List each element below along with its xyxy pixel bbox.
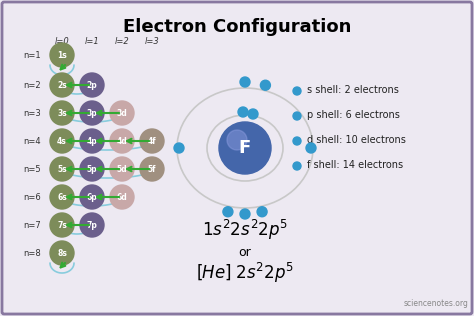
Circle shape bbox=[174, 143, 184, 153]
Circle shape bbox=[225, 128, 263, 166]
Circle shape bbox=[110, 101, 134, 125]
Text: n=8: n=8 bbox=[23, 248, 41, 258]
Circle shape bbox=[80, 213, 104, 237]
Circle shape bbox=[240, 209, 250, 219]
Text: n=7: n=7 bbox=[23, 221, 41, 229]
Circle shape bbox=[50, 241, 74, 265]
Circle shape bbox=[80, 157, 104, 181]
Circle shape bbox=[80, 73, 104, 97]
Circle shape bbox=[140, 129, 164, 153]
Circle shape bbox=[222, 125, 266, 169]
Circle shape bbox=[50, 157, 74, 181]
Circle shape bbox=[50, 129, 74, 153]
Text: 7s: 7s bbox=[57, 221, 67, 229]
Text: n=6: n=6 bbox=[23, 192, 41, 202]
Circle shape bbox=[293, 112, 301, 120]
Text: 5f: 5f bbox=[148, 165, 156, 173]
Circle shape bbox=[237, 141, 246, 149]
Text: $[He]\;2s^22p^5$: $[He]\;2s^22p^5$ bbox=[196, 261, 294, 285]
Text: 8s: 8s bbox=[57, 248, 67, 258]
Text: 1s: 1s bbox=[57, 51, 67, 59]
Circle shape bbox=[306, 143, 316, 153]
Circle shape bbox=[224, 127, 264, 168]
Text: 6d: 6d bbox=[117, 192, 128, 202]
Text: s shell: 2 electrons: s shell: 2 electrons bbox=[307, 85, 399, 95]
Circle shape bbox=[232, 135, 254, 157]
Text: p shell: 6 electrons: p shell: 6 electrons bbox=[307, 110, 400, 120]
Circle shape bbox=[240, 77, 250, 87]
Circle shape bbox=[248, 109, 258, 119]
FancyBboxPatch shape bbox=[2, 2, 472, 314]
Circle shape bbox=[110, 129, 134, 153]
Text: sciencenotes.org: sciencenotes.org bbox=[403, 299, 468, 308]
Text: l=1: l=1 bbox=[85, 38, 100, 46]
Text: 3s: 3s bbox=[57, 108, 67, 118]
Circle shape bbox=[226, 129, 262, 165]
Text: $1s^22s^22p^5$: $1s^22s^22p^5$ bbox=[202, 218, 288, 242]
Circle shape bbox=[220, 123, 269, 173]
Circle shape bbox=[239, 142, 244, 147]
Circle shape bbox=[293, 87, 301, 95]
Text: 4d: 4d bbox=[117, 137, 128, 145]
Text: 6s: 6s bbox=[57, 192, 67, 202]
Circle shape bbox=[257, 207, 267, 217]
Text: l=0: l=0 bbox=[55, 38, 69, 46]
Text: 5d: 5d bbox=[117, 165, 128, 173]
Circle shape bbox=[219, 122, 271, 174]
Circle shape bbox=[110, 185, 134, 209]
Circle shape bbox=[219, 122, 271, 174]
Circle shape bbox=[50, 101, 74, 125]
Circle shape bbox=[50, 213, 74, 237]
Text: 4s: 4s bbox=[57, 137, 67, 145]
Text: n=3: n=3 bbox=[23, 108, 41, 118]
Text: F: F bbox=[239, 139, 251, 157]
Text: 6p: 6p bbox=[87, 192, 97, 202]
Text: f shell: 14 electrons: f shell: 14 electrons bbox=[307, 160, 403, 170]
Circle shape bbox=[110, 157, 134, 181]
Circle shape bbox=[50, 43, 74, 67]
Text: d shell: 10 electrons: d shell: 10 electrons bbox=[307, 135, 406, 145]
Circle shape bbox=[238, 107, 248, 117]
Text: 3p: 3p bbox=[87, 108, 97, 118]
Text: n=2: n=2 bbox=[23, 81, 41, 89]
Circle shape bbox=[234, 137, 251, 154]
Text: 5p: 5p bbox=[87, 165, 97, 173]
Circle shape bbox=[80, 129, 104, 153]
Text: n=5: n=5 bbox=[23, 165, 41, 173]
Circle shape bbox=[228, 131, 258, 161]
Text: l=3: l=3 bbox=[145, 38, 159, 46]
Circle shape bbox=[240, 143, 243, 146]
Text: 7p: 7p bbox=[87, 221, 98, 229]
Circle shape bbox=[223, 207, 233, 217]
Text: 5s: 5s bbox=[57, 165, 67, 173]
Circle shape bbox=[229, 132, 257, 160]
Circle shape bbox=[237, 139, 247, 150]
Circle shape bbox=[293, 137, 301, 145]
Circle shape bbox=[233, 136, 252, 155]
Circle shape bbox=[80, 185, 104, 209]
Circle shape bbox=[293, 162, 301, 170]
Text: n=1: n=1 bbox=[23, 51, 41, 59]
Text: n=4: n=4 bbox=[23, 137, 41, 145]
Circle shape bbox=[235, 138, 249, 152]
Circle shape bbox=[227, 130, 247, 150]
Text: or: or bbox=[238, 246, 251, 259]
Circle shape bbox=[227, 130, 260, 163]
Circle shape bbox=[80, 101, 104, 125]
Text: 3d: 3d bbox=[117, 108, 128, 118]
Text: 4f: 4f bbox=[148, 137, 156, 145]
Text: Electron Configuration: Electron Configuration bbox=[123, 18, 351, 36]
Text: 2p: 2p bbox=[87, 81, 97, 89]
Text: 2s: 2s bbox=[57, 81, 67, 89]
Circle shape bbox=[50, 185, 74, 209]
Circle shape bbox=[260, 80, 270, 90]
Circle shape bbox=[221, 124, 268, 171]
Text: 4p: 4p bbox=[87, 137, 97, 145]
Text: l=2: l=2 bbox=[115, 38, 129, 46]
Circle shape bbox=[50, 73, 74, 97]
Circle shape bbox=[231, 134, 255, 158]
Circle shape bbox=[140, 157, 164, 181]
